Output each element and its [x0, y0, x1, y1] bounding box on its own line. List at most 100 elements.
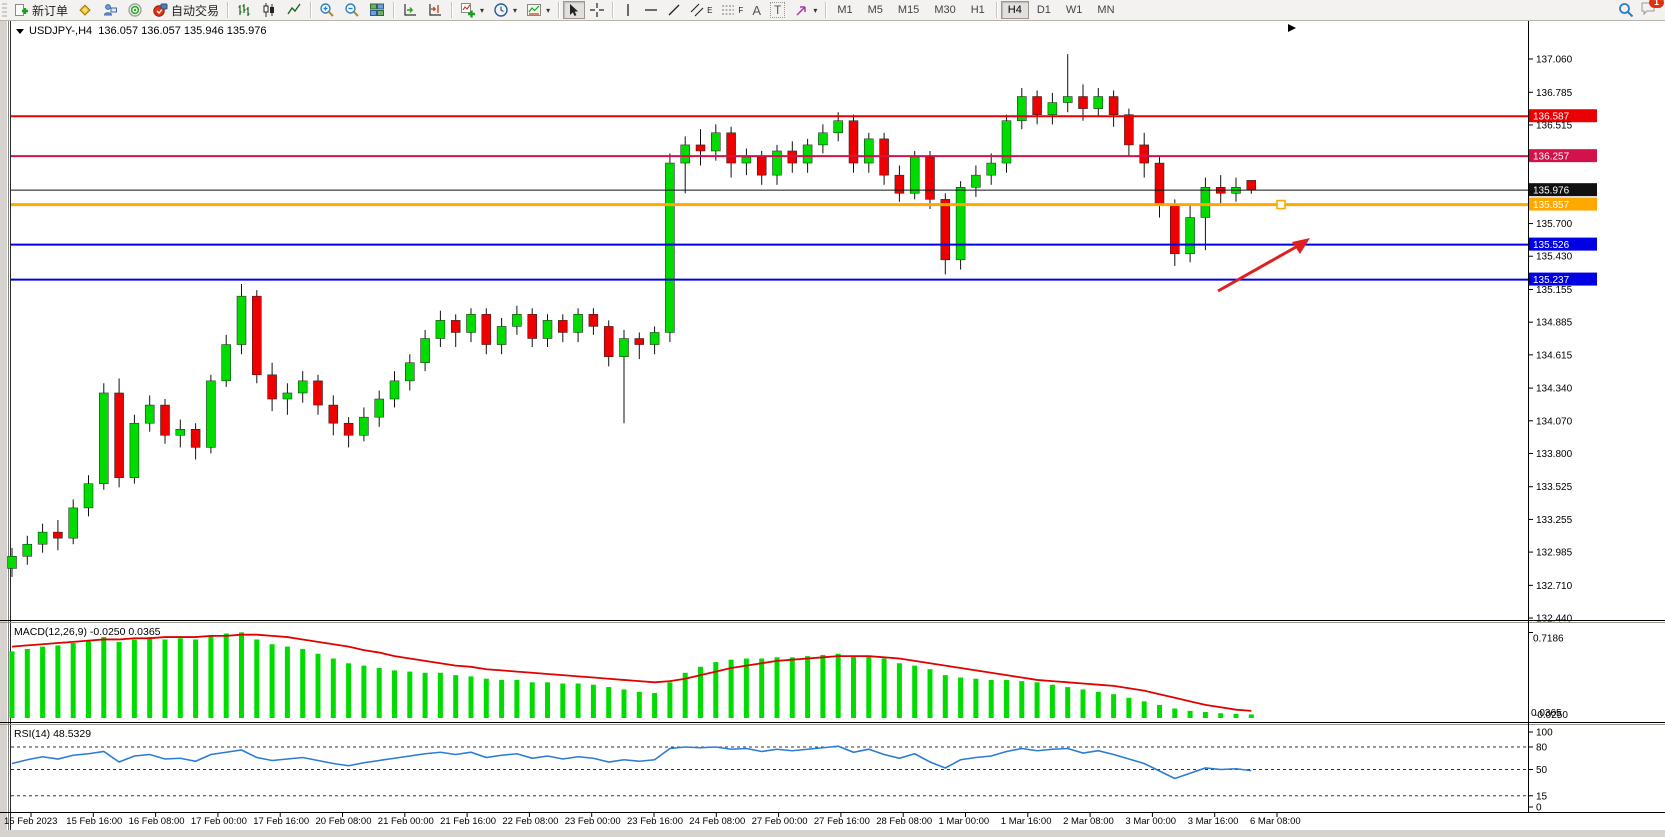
- macd-histogram-bar: [453, 675, 459, 718]
- symbol-dropdown-icon[interactable]: [16, 28, 24, 34]
- text-label-tool-button[interactable]: T: [766, 1, 789, 19]
- candle-body: [894, 174, 905, 194]
- zoom-out-button[interactable]: [340, 1, 364, 19]
- add-indicator-button[interactable]: ▾: [456, 1, 488, 19]
- auto-scroll-button[interactable]: [398, 1, 422, 19]
- time-axis-label: 1 Mar 00:00: [939, 816, 990, 827]
- navigator-button[interactable]: [98, 1, 122, 19]
- timeframe-h1-button[interactable]: H1: [964, 1, 992, 19]
- candle-body: [527, 314, 537, 339]
- macd-histogram-bar: [1233, 713, 1239, 718]
- separator: [995, 2, 997, 18]
- price-tick-label: 135.155: [1536, 285, 1573, 296]
- timeframe-h4-button[interactable]: H4: [1000, 1, 1029, 19]
- candle-body: [1062, 96, 1073, 103]
- candle-body: [971, 174, 981, 188]
- chart-shift-marker[interactable]: [1288, 24, 1296, 32]
- timeframe-mn-button[interactable]: MN: [1090, 1, 1121, 19]
- signals-button[interactable]: [123, 1, 147, 19]
- macd-histogram-bar: [988, 679, 994, 718]
- candle-body: [848, 120, 859, 164]
- price-line-label: 135.857: [1533, 200, 1570, 211]
- time-axis-label: 1 Mar 16:00: [1001, 816, 1052, 827]
- chart-title[interactable]: USDJPY-,H4 136.057 136.057 135.946 135.9…: [16, 25, 267, 37]
- chart-shift-button[interactable]: [423, 1, 447, 19]
- candle-body: [588, 314, 599, 327]
- candle-body: [512, 314, 522, 327]
- timeframe-m1-button[interactable]: M1: [830, 1, 859, 19]
- candle-body: [68, 507, 78, 539]
- price-tick-label: 134.885: [1536, 318, 1573, 329]
- macd-histogram-bar: [177, 638, 183, 718]
- new-order-button[interactable]: 新订单: [10, 1, 72, 19]
- timeframe-d1-button[interactable]: D1: [1030, 1, 1058, 19]
- macd-histogram-bar: [973, 678, 979, 718]
- timeframe-m30-button[interactable]: M30: [927, 1, 962, 19]
- candle-body: [206, 380, 216, 448]
- periods-button[interactable]: ▾: [489, 1, 521, 19]
- search-icon[interactable]: [1618, 2, 1634, 18]
- autotrading-label: 自动交易: [171, 3, 220, 18]
- price-line-label-box: [1529, 237, 1597, 251]
- candle-body: [802, 144, 813, 164]
- macd-histogram-bar: [789, 657, 795, 718]
- macd-histogram-bar: [820, 654, 826, 718]
- candle-body: [1246, 180, 1257, 191]
- zoom-in-button[interactable]: [315, 1, 339, 19]
- macd-histogram-bar: [40, 646, 46, 718]
- market-watch-button[interactable]: [73, 1, 97, 19]
- macd-histogram-bar: [468, 676, 474, 718]
- candle-body: [772, 150, 782, 176]
- line-drag-handle[interactable]: [1276, 199, 1286, 210]
- time-axis-label: 22 Feb 08:00: [502, 816, 558, 827]
- candle-body: [756, 156, 767, 176]
- candle-body: [374, 398, 384, 418]
- candlestick-chart-button[interactable]: [257, 1, 281, 19]
- cursor-tool-button[interactable]: [563, 1, 586, 19]
- macd-histogram-bar: [652, 693, 658, 718]
- templates-button[interactable]: ▾: [522, 1, 554, 19]
- trend-arrow-annotation[interactable]: [1217, 245, 1297, 293]
- window-edge: [0, 830, 1665, 837]
- arrows-tool-button[interactable]: ▾: [790, 1, 821, 19]
- crosshair-tool-button[interactable]: [586, 1, 608, 19]
- toolbar-grip[interactable]: [2, 3, 7, 17]
- macd-histogram-bar: [575, 683, 581, 718]
- macd-histogram-bar: [193, 639, 199, 718]
- new-order-icon: [15, 3, 28, 16]
- separator: [825, 2, 827, 18]
- trend-arrow-head[interactable]: [1292, 238, 1310, 254]
- macd-histogram-bar: [698, 666, 703, 718]
- price-tick-label: 134.615: [1536, 350, 1573, 361]
- candle-body: [129, 422, 140, 478]
- fibonacci-tool-button[interactable]: F: [717, 1, 747, 19]
- macd-histogram-bar: [529, 682, 535, 718]
- price-line-label: 135.526: [1533, 240, 1570, 251]
- candle-body: [603, 326, 614, 357]
- candle-body: [680, 144, 690, 164]
- macd-histogram-bar: [682, 672, 688, 718]
- candle-body: [297, 380, 308, 394]
- line-chart-button[interactable]: [282, 1, 306, 19]
- candle-body: [1001, 120, 1012, 164]
- price-tick-label: 133.525: [1536, 482, 1573, 493]
- bar-chart-button[interactable]: [232, 1, 256, 19]
- vertical-line-tool-button[interactable]: [617, 1, 639, 19]
- macd-histogram-bar: [1157, 704, 1162, 718]
- notifications-button[interactable]: 1: [1640, 0, 1664, 19]
- timeframe-m5-button[interactable]: M5: [861, 1, 890, 19]
- timeframe-m15-button[interactable]: M15: [891, 1, 926, 19]
- timeframe-w1-button[interactable]: W1: [1059, 1, 1090, 19]
- macd-histogram-bar: [147, 637, 153, 718]
- autotrading-button[interactable]: 自动交易: [148, 1, 223, 19]
- channel-tool-button[interactable]: E: [686, 1, 716, 19]
- horizontal-line-tool-button[interactable]: [640, 1, 662, 19]
- tile-windows-button[interactable]: [365, 1, 389, 19]
- macd-histogram-bar: [713, 662, 719, 718]
- macd-histogram-bar: [223, 633, 229, 718]
- text-tool-button[interactable]: A: [748, 1, 765, 19]
- chart-background: [0, 20, 1665, 837]
- trendline-tool-button[interactable]: [663, 1, 685, 19]
- macd-value-label: 0.0365: [1531, 708, 1562, 719]
